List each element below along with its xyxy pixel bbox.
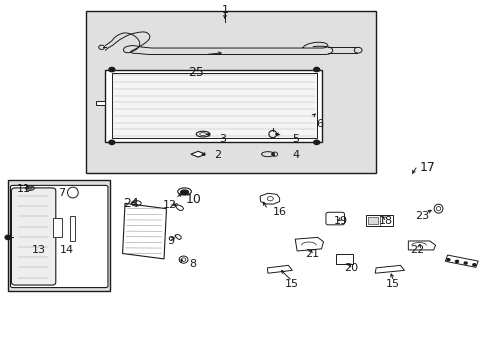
Text: 12: 12: [163, 200, 177, 210]
Text: 19: 19: [333, 216, 347, 226]
Text: 13: 13: [32, 245, 46, 255]
Bar: [445, 255, 477, 267]
Text: 1: 1: [221, 5, 228, 15]
Circle shape: [5, 235, 11, 239]
Circle shape: [463, 262, 466, 264]
Polygon shape: [96, 101, 104, 105]
Polygon shape: [112, 73, 316, 138]
Text: 6: 6: [316, 120, 323, 129]
Text: 17: 17: [419, 161, 434, 174]
Text: 24: 24: [123, 197, 139, 210]
FancyBboxPatch shape: [11, 188, 56, 285]
Bar: [86, 12, 375, 173]
Bar: [335, 253, 352, 264]
Ellipse shape: [180, 190, 188, 194]
Text: 9: 9: [166, 236, 174, 246]
Text: 10: 10: [185, 193, 201, 206]
Polygon shape: [190, 151, 205, 157]
Text: 16: 16: [272, 207, 286, 217]
Text: 3: 3: [219, 134, 225, 144]
Polygon shape: [122, 203, 166, 259]
Circle shape: [313, 140, 319, 144]
Text: 22: 22: [409, 245, 424, 255]
Text: 20: 20: [343, 263, 357, 273]
Circle shape: [472, 264, 475, 266]
Polygon shape: [104, 69, 321, 142]
Text: 23: 23: [415, 211, 428, 221]
Circle shape: [109, 140, 115, 144]
Text: 15: 15: [386, 279, 399, 289]
Bar: [367, 217, 377, 225]
Polygon shape: [407, 241, 435, 250]
Polygon shape: [295, 237, 323, 251]
Text: 5: 5: [292, 134, 299, 144]
Bar: [70, 216, 75, 241]
Polygon shape: [267, 265, 292, 273]
Text: 18: 18: [378, 216, 392, 226]
Text: 4: 4: [291, 150, 299, 160]
Text: 2: 2: [214, 150, 221, 160]
Circle shape: [313, 67, 319, 72]
FancyBboxPatch shape: [10, 185, 108, 288]
Text: 15: 15: [285, 279, 299, 289]
Circle shape: [446, 258, 449, 261]
Bar: [53, 218, 62, 237]
Text: 11: 11: [17, 184, 31, 194]
Circle shape: [109, 67, 115, 72]
FancyBboxPatch shape: [325, 212, 344, 225]
Polygon shape: [374, 265, 404, 273]
Text: 8: 8: [189, 259, 197, 269]
Bar: [8, 180, 110, 291]
Bar: [366, 215, 392, 226]
Text: 7: 7: [58, 188, 65, 198]
Text: 14: 14: [60, 245, 73, 255]
Circle shape: [455, 260, 458, 262]
Polygon shape: [260, 193, 279, 204]
Text: 21: 21: [304, 248, 318, 258]
Text: 25: 25: [187, 66, 203, 79]
